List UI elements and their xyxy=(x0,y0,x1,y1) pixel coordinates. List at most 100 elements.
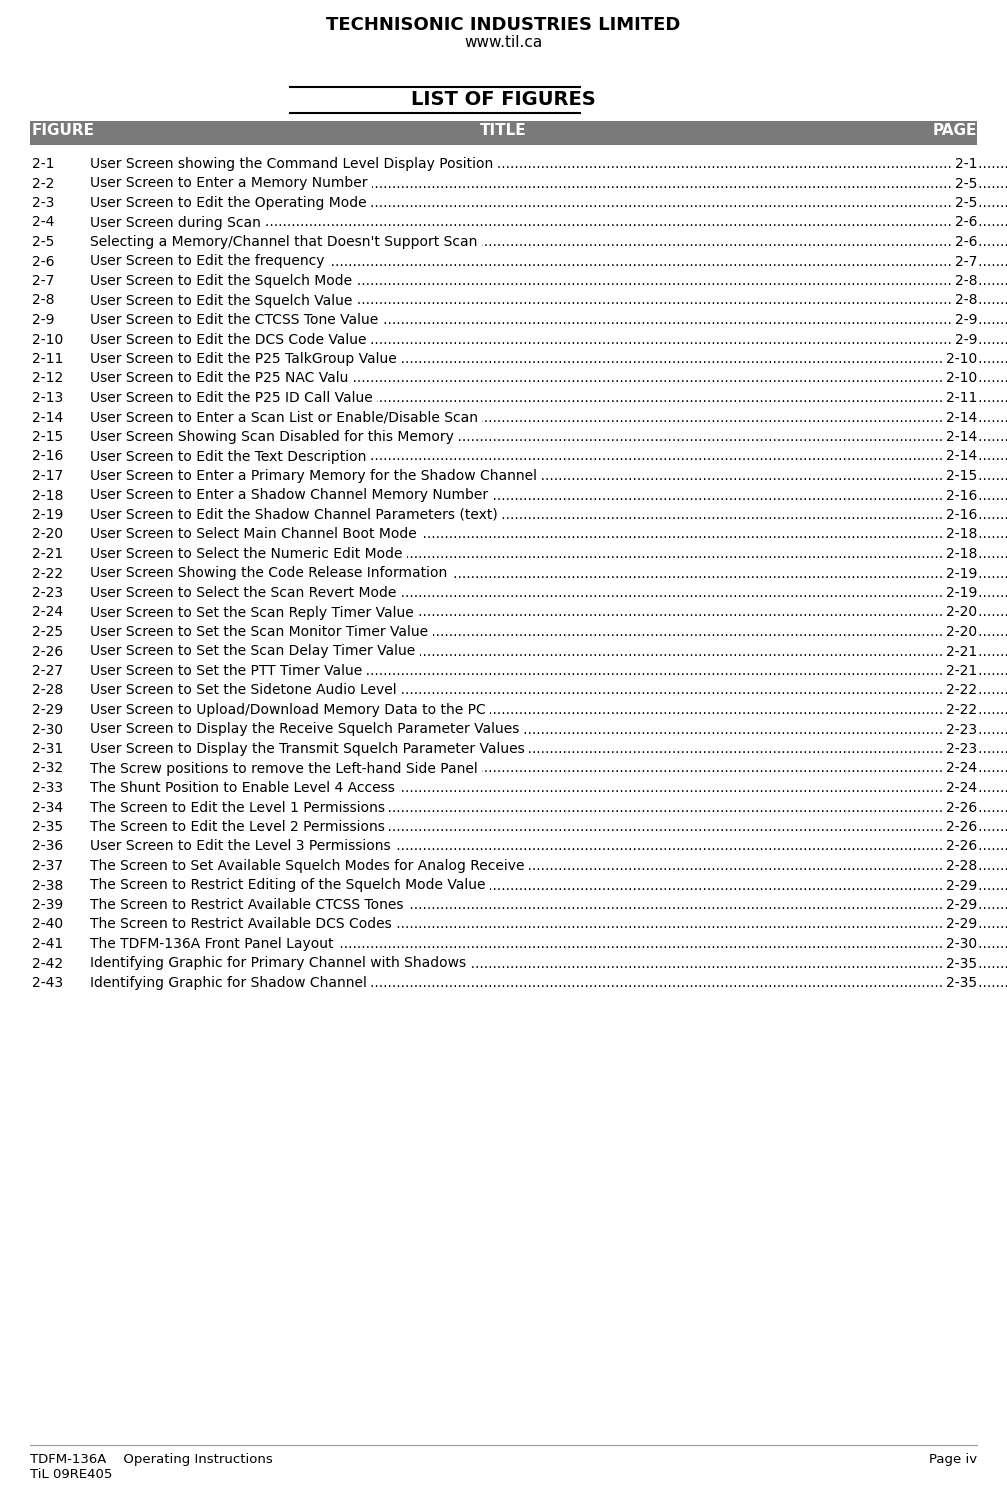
Text: User Screen to Edit the P25 NAC Valu: User Screen to Edit the P25 NAC Valu xyxy=(90,371,352,386)
Text: 2-22: 2-22 xyxy=(32,567,63,580)
Text: User Screen to Edit the P25 TalkGroup Value: User Screen to Edit the P25 TalkGroup Va… xyxy=(90,352,401,365)
Text: 2-30: 2-30 xyxy=(32,723,63,737)
Text: Page iv: Page iv xyxy=(928,1454,977,1466)
Text: User Screen to Upload/Download Memory Data to the PC: User Screen to Upload/Download Memory Da… xyxy=(90,702,490,717)
Text: ................................................................................: ........................................… xyxy=(90,195,1007,210)
Text: ................................................................................: ........................................… xyxy=(90,294,1007,307)
Text: 2-9: 2-9 xyxy=(32,313,54,327)
Text: 2-28: 2-28 xyxy=(946,859,977,874)
Text: 2-19: 2-19 xyxy=(32,508,63,522)
Text: The Screen to Set Available Squelch Modes for Analog Receive: The Screen to Set Available Squelch Mode… xyxy=(90,859,529,874)
Text: 2-38: 2-38 xyxy=(32,878,63,893)
Text: TiL 09RE405: TiL 09RE405 xyxy=(30,1469,113,1481)
Text: 2-23: 2-23 xyxy=(946,723,977,737)
Text: ................................................................................: ........................................… xyxy=(90,236,1007,249)
Text: ................................................................................: ........................................… xyxy=(90,723,1007,737)
Text: ................................................................................: ........................................… xyxy=(90,410,1007,425)
Text: ................................................................................: ........................................… xyxy=(90,820,1007,833)
Text: User Screen to Enter a Memory Number: User Screen to Enter a Memory Number xyxy=(90,176,372,191)
Text: User Screen to Enter a Scan List or Enable/Disable Scan: User Screen to Enter a Scan List or Enab… xyxy=(90,410,482,425)
Text: 2-27: 2-27 xyxy=(32,663,63,678)
Text: 2-37: 2-37 xyxy=(32,859,63,874)
Text: ................................................................................: ........................................… xyxy=(90,470,1007,483)
Text: 2-15: 2-15 xyxy=(32,429,63,444)
Text: 2-28: 2-28 xyxy=(32,683,63,698)
Text: Identifying Graphic for Primary Channel with Shadows: Identifying Graphic for Primary Channel … xyxy=(90,957,470,971)
Text: 2-8: 2-8 xyxy=(955,294,977,307)
Text: User Screen to Edit the CTCSS Tone Value: User Screen to Edit the CTCSS Tone Value xyxy=(90,313,383,327)
Text: ................................................................................: ........................................… xyxy=(90,936,1007,951)
Text: The Screen to Edit the Level 2 Permissions: The Screen to Edit the Level 2 Permissio… xyxy=(90,820,390,833)
Text: ................................................................................: ........................................… xyxy=(90,683,1007,698)
Text: 2-16: 2-16 xyxy=(32,449,63,464)
Text: User Screen to Edit the P25 ID Call Value: User Screen to Edit the P25 ID Call Valu… xyxy=(90,391,378,406)
Text: 2-14: 2-14 xyxy=(946,429,977,444)
Text: FIGURE: FIGURE xyxy=(32,122,95,139)
Text: 2-9: 2-9 xyxy=(955,313,977,327)
Text: 2-21: 2-21 xyxy=(32,547,63,561)
Text: 2-32: 2-32 xyxy=(32,762,63,775)
Text: 2-40: 2-40 xyxy=(32,917,63,932)
Text: 2-16: 2-16 xyxy=(946,489,977,502)
Text: 2-10: 2-10 xyxy=(946,352,977,365)
Text: User Screen to Select Main Channel Boot Mode: User Screen to Select Main Channel Boot … xyxy=(90,528,421,541)
Text: ................................................................................: ........................................… xyxy=(90,157,1007,171)
Text: 2-18: 2-18 xyxy=(946,547,977,561)
Text: 2-41: 2-41 xyxy=(32,936,63,951)
Text: TDFM-136A    Operating Instructions: TDFM-136A Operating Instructions xyxy=(30,1454,273,1466)
Text: 2-42: 2-42 xyxy=(32,957,63,971)
Text: ................................................................................: ........................................… xyxy=(90,977,1007,990)
Text: 2-26: 2-26 xyxy=(32,644,63,659)
Text: www.til.ca: www.til.ca xyxy=(464,34,543,51)
Text: User Screen to Edit the Text Description: User Screen to Edit the Text Description xyxy=(90,449,371,464)
Text: 2-5: 2-5 xyxy=(955,176,977,191)
Text: 2-36: 2-36 xyxy=(32,839,63,853)
Text: 2-35: 2-35 xyxy=(946,977,977,990)
Text: ................................................................................: ........................................… xyxy=(90,839,1007,853)
Text: User Screen to Enter a Shadow Channel Memory Number: User Screen to Enter a Shadow Channel Me… xyxy=(90,489,492,502)
Text: User Screen to Set the Scan Reply Timer Value: User Screen to Set the Scan Reply Timer … xyxy=(90,605,418,619)
Text: ................................................................................: ........................................… xyxy=(90,781,1007,795)
Text: User Screen to Set the Sidetone Audio Level: User Screen to Set the Sidetone Audio Le… xyxy=(90,683,401,698)
Text: 2-7: 2-7 xyxy=(32,274,54,288)
Text: 2-10: 2-10 xyxy=(946,371,977,386)
Text: 2-2: 2-2 xyxy=(32,176,54,191)
Text: LIST OF FIGURES: LIST OF FIGURES xyxy=(411,89,596,109)
Text: 2-20: 2-20 xyxy=(32,528,63,541)
Text: 2-24: 2-24 xyxy=(946,781,977,795)
Text: User Screen to Edit the Level 3 Permissions: User Screen to Edit the Level 3 Permissi… xyxy=(90,839,395,853)
Text: The TDFM-136A Front Panel Layout: The TDFM-136A Front Panel Layout xyxy=(90,936,338,951)
Text: ................................................................................: ........................................… xyxy=(90,898,1007,912)
Text: User Screen to Edit the Squelch Mode: User Screen to Edit the Squelch Mode xyxy=(90,274,356,288)
Text: User Screen to Set the Scan Delay Timer Value: User Screen to Set the Scan Delay Timer … xyxy=(90,644,420,659)
Text: 2-19: 2-19 xyxy=(946,586,977,599)
Text: 2-20: 2-20 xyxy=(946,625,977,640)
Text: 2-8: 2-8 xyxy=(32,294,54,307)
Text: 2-5: 2-5 xyxy=(955,195,977,210)
Text: ................................................................................: ........................................… xyxy=(90,957,1007,971)
Text: ................................................................................: ........................................… xyxy=(90,449,1007,464)
Text: ................................................................................: ........................................… xyxy=(90,605,1007,619)
Text: ................................................................................: ........................................… xyxy=(90,528,1007,541)
Text: 2-6: 2-6 xyxy=(955,216,977,230)
Text: ................................................................................: ........................................… xyxy=(90,332,1007,346)
Text: 2-11: 2-11 xyxy=(946,391,977,406)
Text: User Screen to Edit the frequency: User Screen to Edit the frequency xyxy=(90,255,329,268)
Text: 2-29: 2-29 xyxy=(946,898,977,912)
Text: TITLE: TITLE xyxy=(480,122,527,139)
Text: 2-13: 2-13 xyxy=(32,391,63,406)
Text: The Screen to Edit the Level 1 Permissions: The Screen to Edit the Level 1 Permissio… xyxy=(90,801,390,814)
Text: 2-4: 2-4 xyxy=(32,216,54,230)
Text: ................................................................................: ........................................… xyxy=(90,352,1007,365)
Text: 2-6: 2-6 xyxy=(32,255,54,268)
Text: 2-17: 2-17 xyxy=(32,470,63,483)
Text: The Screw positions to remove the Left-hand Side Panel: The Screw positions to remove the Left-h… xyxy=(90,762,482,775)
Text: 2-19: 2-19 xyxy=(946,567,977,580)
Text: ................................................................................: ........................................… xyxy=(90,176,1007,191)
Text: PAGE: PAGE xyxy=(932,122,977,139)
Text: User Screen to Edit the Operating Mode: User Screen to Edit the Operating Mode xyxy=(90,195,371,210)
Text: ................................................................................: ........................................… xyxy=(90,663,1007,678)
Text: 2-14: 2-14 xyxy=(946,449,977,464)
Text: 2-34: 2-34 xyxy=(32,801,63,814)
Text: 2-20: 2-20 xyxy=(946,605,977,619)
